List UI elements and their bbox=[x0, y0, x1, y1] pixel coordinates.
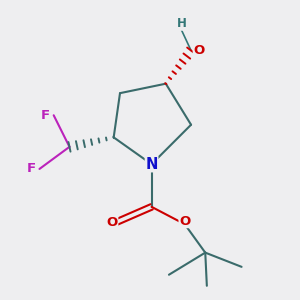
Text: O: O bbox=[193, 44, 205, 57]
Text: N: N bbox=[146, 157, 158, 172]
Text: F: F bbox=[27, 162, 36, 176]
Text: O: O bbox=[179, 214, 190, 228]
Text: F: F bbox=[41, 109, 50, 122]
Text: H: H bbox=[177, 17, 187, 30]
Text: O: O bbox=[106, 216, 118, 229]
